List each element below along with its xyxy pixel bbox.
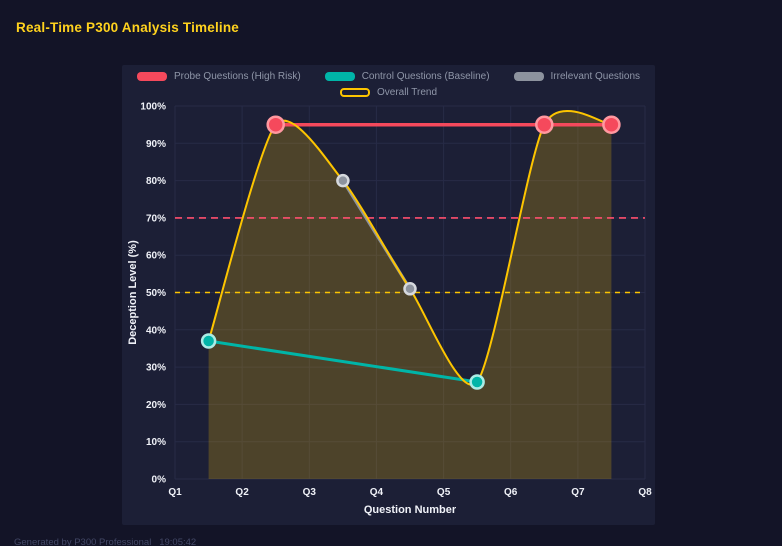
footer-generated-text: Generated by P300 Professional 19:05:42 — [14, 537, 197, 546]
page-title: Real-Time P300 Analysis Timeline — [16, 20, 240, 35]
y-tick-label: 20% — [146, 400, 166, 411]
legend-swatch-control — [324, 72, 355, 81]
legend-item-irrelevant[interactable]: Irrelevant Questions — [513, 71, 641, 82]
chart-legend: Probe Questions (High Risk) Control Ques… — [122, 71, 655, 98]
x-tick-label: Q8 — [638, 487, 652, 498]
data-point-series-2[interactable] — [403, 282, 417, 296]
legend-item-probe[interactable]: Probe Questions (High Risk) — [136, 71, 301, 82]
y-tick-label: 100% — [140, 102, 166, 113]
y-tick-label: 30% — [146, 363, 166, 374]
y-axis-title: Deception Level (%) — [127, 240, 139, 345]
legend-swatch-probe — [136, 72, 167, 81]
data-point-series-0[interactable] — [266, 115, 285, 134]
y-tick-label: 40% — [146, 325, 166, 336]
legend-label-trend: Overall Trend — [376, 87, 438, 98]
data-point-series-1[interactable] — [200, 333, 217, 349]
x-tick-label: Q6 — [504, 487, 518, 498]
x-axis-title: Question Number — [364, 504, 457, 516]
legend-label-probe: Probe Questions (High Risk) — [173, 71, 301, 82]
y-tick-label: 0% — [152, 475, 167, 486]
y-tick-label: 50% — [146, 288, 166, 299]
legend-swatch-irrelevant — [513, 72, 544, 81]
x-tick-label: Q4 — [370, 487, 384, 498]
x-tick-label: Q5 — [437, 487, 451, 498]
data-point-series-1[interactable] — [469, 374, 485, 390]
x-tick-label: Q2 — [235, 487, 249, 498]
x-tick-label: Q3 — [303, 487, 317, 498]
legend-label-control: Control Questions (Baseline) — [361, 71, 490, 82]
data-point-series-0[interactable] — [535, 115, 554, 134]
chart-canvas[interactable]: 0% 10% 20% 30% 40% 50% 60% 70% 80% 90% 100% Q1 Q2 Q3 Q… — [122, 65, 655, 525]
legend-row-2: Overall Trend — [339, 87, 438, 98]
y-tick-label: 10% — [146, 437, 166, 448]
x-tick-label: Q7 — [571, 487, 585, 498]
series-line-1[interactable] — [207, 339, 479, 384]
x-tick-label: Q1 — [168, 487, 182, 498]
y-tick-label: 90% — [146, 139, 166, 150]
data-point-series-2[interactable] — [336, 173, 350, 188]
legend-item-trend[interactable]: Overall Trend — [339, 87, 438, 98]
y-tick-label: 70% — [146, 213, 166, 224]
legend-swatch-trend — [339, 88, 370, 97]
data-point-series-0[interactable] — [602, 115, 621, 134]
y-tick-label: 60% — [146, 251, 166, 262]
legend-row-1: Probe Questions (High Risk) Control Ques… — [136, 71, 641, 82]
legend-item-control[interactable]: Control Questions (Baseline) — [324, 71, 490, 82]
y-tick-label: 80% — [146, 176, 166, 187]
chart-panel: Probe Questions (High Risk) Control Ques… — [122, 65, 655, 525]
legend-label-irrelevant: Irrelevant Questions — [550, 71, 641, 82]
